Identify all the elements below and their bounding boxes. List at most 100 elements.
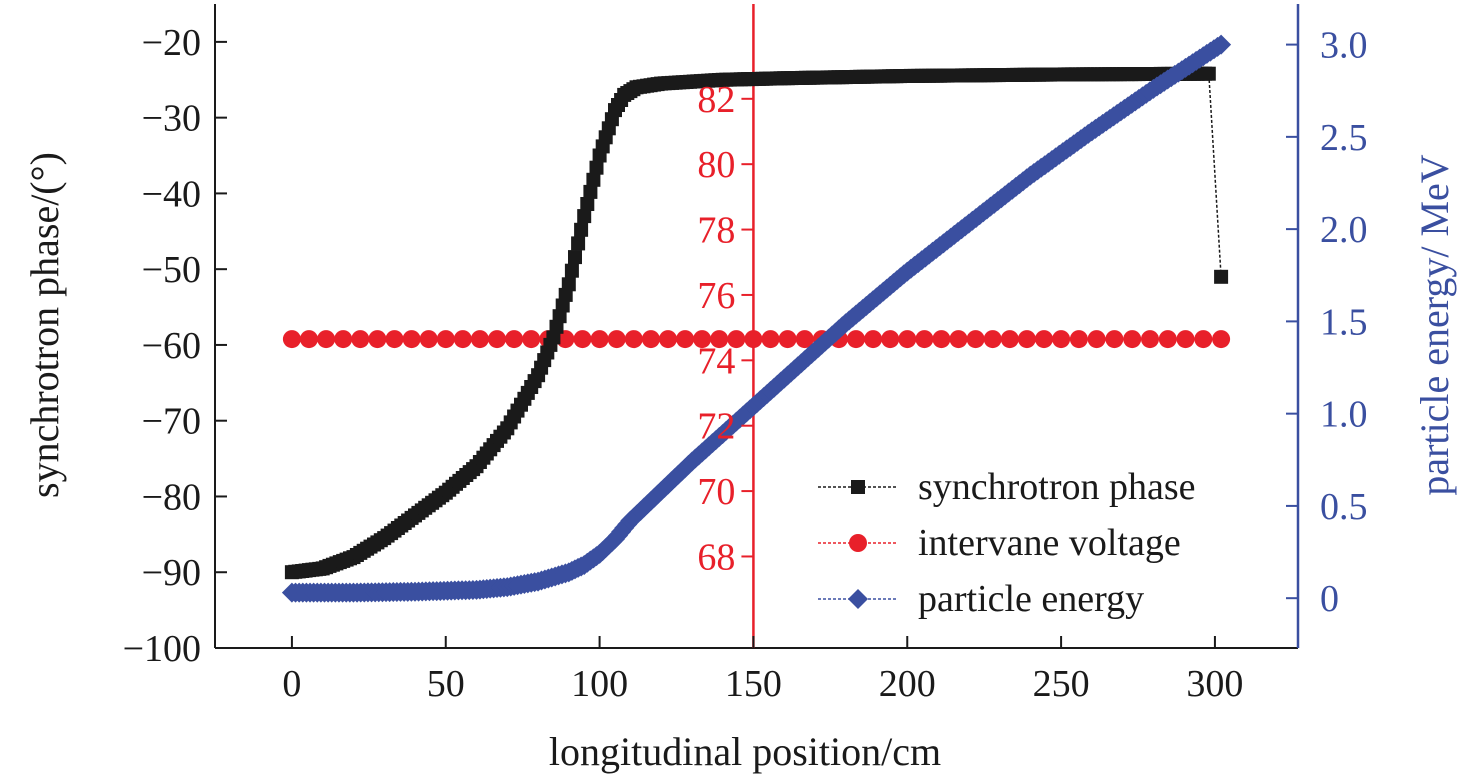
left-tick-label: −100: [123, 628, 201, 670]
x-tick-label: 0: [282, 663, 301, 705]
data-point: [1087, 330, 1106, 349]
data-point: [317, 330, 336, 349]
data-point: [1069, 330, 1088, 349]
data-point: [778, 330, 797, 349]
data-point: [589, 160, 604, 175]
right-axis-title: particle energy/ MeV: [1412, 154, 1457, 495]
left-tick-label: −20: [142, 22, 201, 64]
data-point: [1105, 330, 1124, 349]
legend: synchrotron phase intervane voltage partic…: [818, 466, 1196, 620]
data-point: [402, 330, 421, 349]
left-tick-label: −50: [142, 249, 201, 291]
data-point: [1035, 330, 1053, 349]
data-point: [624, 330, 643, 349]
data-point: [641, 330, 660, 349]
middle-tick-label: 82: [697, 79, 735, 121]
data-point: [522, 330, 541, 349]
right-tick-label: 3.0: [1320, 25, 1368, 67]
data-point: [436, 330, 455, 349]
data-point: [881, 330, 900, 349]
data-point: [1017, 330, 1036, 349]
legend-item: intervane voltage: [818, 522, 1181, 564]
x-tick-label: 200: [879, 663, 936, 705]
legend-label: particle energy: [918, 578, 1144, 620]
data-point: [710, 330, 729, 349]
right-tick-label: 0: [1320, 578, 1339, 620]
left-tick-label: −60: [142, 325, 201, 367]
x-tick-label: 150: [725, 663, 782, 705]
data-point: [1052, 330, 1071, 349]
data-point: [555, 298, 570, 313]
data-point: [966, 330, 985, 349]
left-tick-label: −30: [142, 98, 201, 140]
data-point: [607, 330, 626, 349]
data-point: [573, 330, 592, 349]
left-tick-label: −90: [142, 552, 201, 594]
data-point: [1176, 330, 1195, 349]
data-point: [744, 330, 763, 349]
data-point: [470, 330, 489, 349]
series-intervane-voltage: [282, 330, 1231, 349]
data-point: [1214, 269, 1229, 284]
data-point: [1158, 330, 1177, 349]
left-tick-label: −70: [142, 401, 201, 443]
data-point: [488, 330, 506, 349]
legend-item: synchrotron phase: [818, 466, 1196, 508]
data-point: [505, 330, 524, 349]
data-point: [552, 309, 567, 324]
middle-tick-label: 78: [697, 210, 735, 252]
legend-label: intervane voltage: [918, 522, 1181, 564]
data-point: [693, 330, 712, 349]
right-tick-label: 1.0: [1320, 394, 1368, 436]
left-tick-label: −80: [142, 476, 201, 518]
data-point: [558, 287, 573, 302]
data-point: [580, 197, 595, 211]
x-tick-label: 250: [1033, 663, 1090, 705]
data-point: [583, 184, 598, 199]
x-axis-title: longitudinal position/cm: [549, 729, 941, 774]
data-point: [453, 330, 472, 349]
x-tick-label: 300: [1186, 663, 1243, 705]
left-axis-title: synchrotron phase/(°): [22, 152, 67, 498]
legend-marker: [849, 534, 867, 552]
data-point: [385, 330, 404, 349]
data-point: [761, 330, 780, 349]
data-point: [864, 330, 883, 349]
legend-marker: [851, 480, 865, 494]
data-point: [915, 330, 934, 349]
data-point: [577, 209, 592, 224]
data-point: [1212, 330, 1231, 349]
plot-frame-layer: [214, 4, 1300, 649]
middle-tick-label: 76: [697, 275, 735, 317]
data-point: [351, 330, 370, 349]
data-point: [571, 236, 586, 251]
data-point: [561, 277, 576, 292]
right-tick-label: 2.0: [1320, 209, 1368, 251]
data-point: [1194, 330, 1213, 349]
left-tick-label: −40: [142, 173, 201, 215]
data-point: [676, 330, 695, 349]
right-tick-label: 2.5: [1320, 117, 1368, 159]
data-point: [1123, 330, 1142, 349]
data-point: [727, 330, 746, 349]
data-point: [932, 330, 951, 349]
data-point: [1141, 330, 1159, 349]
middle-tick-label: 74: [697, 340, 735, 382]
data-point: [659, 330, 677, 349]
data-point: [300, 330, 318, 349]
data-point: [898, 330, 917, 349]
middle-tick-label: 70: [697, 471, 735, 513]
middle-tick-label: 72: [697, 406, 735, 448]
data-point: [590, 330, 609, 349]
data-point: [556, 330, 575, 349]
data-point: [549, 319, 564, 334]
data-point: [795, 330, 814, 349]
data-point: [847, 330, 865, 349]
data-point: [1211, 34, 1232, 55]
legend-label: synchrotron phase: [918, 466, 1196, 508]
data-point: [983, 330, 1002, 349]
data-point: [568, 250, 582, 265]
right-tick-label: 1.5: [1320, 301, 1368, 343]
middle-tick-label: 68: [697, 536, 735, 578]
